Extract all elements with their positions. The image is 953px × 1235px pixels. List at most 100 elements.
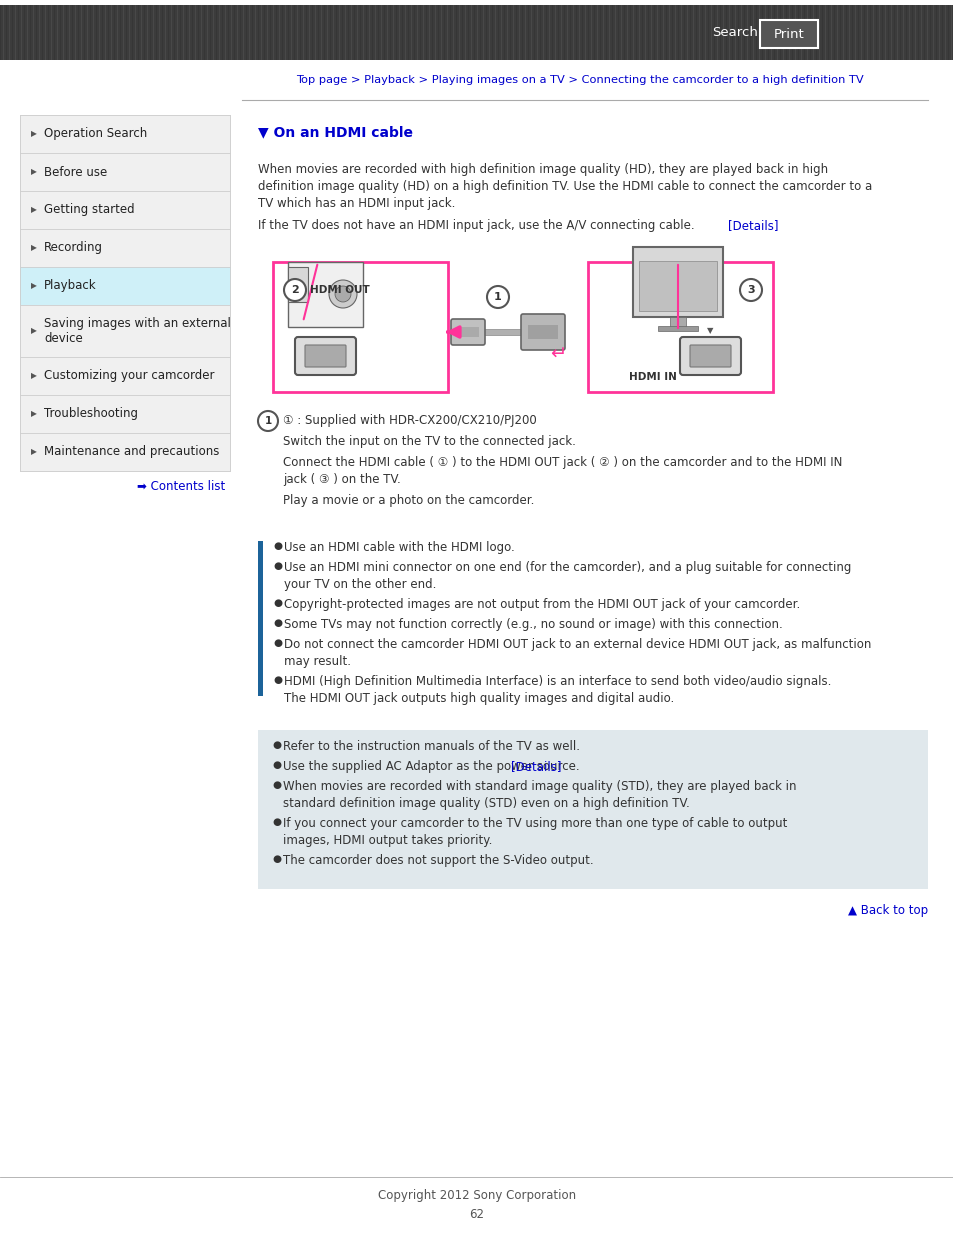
Bar [437, 5, 439, 61]
Bar [126, 5, 128, 61]
Text: Use an HDMI cable with the HDMI logo.: Use an HDMI cable with the HDMI logo. [284, 541, 515, 555]
Bar [335, 5, 337, 61]
Bar [375, 5, 376, 61]
Bar [699, 5, 700, 61]
Bar [282, 5, 283, 61]
Bar [240, 5, 241, 61]
Bar [659, 5, 660, 61]
Bar [917, 5, 919, 61]
Circle shape [486, 287, 509, 308]
Bar [6, 5, 8, 61]
Bar [354, 5, 355, 61]
Bar [150, 5, 152, 61]
Bar [254, 5, 256, 61]
Bar [833, 5, 835, 61]
Text: ① : Supplied with HDR-CX200/CX210/PJ200: ① : Supplied with HDR-CX200/CX210/PJ200 [283, 414, 537, 427]
Bar [20, 115, 230, 153]
Bar [785, 5, 786, 61]
Bar [518, 5, 520, 61]
Bar [584, 5, 586, 61]
Bar [432, 5, 433, 61]
Bar [194, 5, 196, 61]
Bar [527, 5, 529, 61]
Bar [830, 5, 832, 61]
Bar [474, 5, 475, 61]
Text: Before use: Before use [44, 165, 107, 179]
Text: Print: Print [773, 27, 803, 41]
Bar [411, 5, 412, 61]
Text: jack ( ③ ) on the TV.: jack ( ③ ) on the TV. [283, 473, 400, 487]
Bar [210, 5, 212, 61]
FancyBboxPatch shape [520, 314, 564, 350]
Bar [713, 5, 715, 61]
Bar [869, 5, 871, 61]
Bar [590, 5, 592, 61]
Bar [791, 5, 793, 61]
Bar [566, 5, 568, 61]
Bar [57, 5, 58, 61]
Bar [429, 5, 430, 61]
Bar [99, 5, 100, 61]
Text: Copyright-protected images are not output from the HDMI OUT jack of your camcord: Copyright-protected images are not outpu… [284, 598, 800, 611]
Bar [173, 5, 175, 61]
Text: ▶: ▶ [31, 243, 37, 252]
Bar [654, 5, 655, 61]
Bar [359, 5, 361, 61]
Bar [0, 5, 2, 61]
Bar [257, 541, 263, 697]
Bar [506, 5, 508, 61]
Bar [531, 5, 532, 61]
Bar [773, 5, 775, 61]
Bar [503, 5, 505, 61]
Text: When movies are recorded with standard image quality (STD), they are played back: When movies are recorded with standard i… [283, 781, 796, 793]
Bar [249, 5, 251, 61]
Bar [456, 327, 478, 337]
Bar [644, 5, 646, 61]
Bar [257, 730, 927, 889]
Bar [21, 5, 23, 61]
Bar [447, 5, 448, 61]
Bar [102, 5, 103, 61]
Text: If you connect your camcorder to the TV using more than one type of cable to out: If you connect your camcorder to the TV … [283, 818, 786, 830]
Bar [30, 5, 31, 61]
Bar [273, 262, 448, 391]
Text: Playback: Playback [44, 279, 96, 293]
Bar [555, 5, 556, 61]
Bar [435, 5, 436, 61]
Bar [944, 5, 945, 61]
Text: definition image quality (HD) on a high definition TV. Use the HDMI cable to con: definition image quality (HD) on a high … [257, 180, 871, 193]
Bar [675, 5, 676, 61]
Bar [273, 5, 274, 61]
Bar [132, 5, 133, 61]
Bar [324, 5, 325, 61]
Text: ▶: ▶ [31, 447, 37, 457]
Bar [689, 5, 691, 61]
Bar [492, 5, 493, 61]
Text: Operation Search: Operation Search [44, 127, 147, 141]
Text: ▶: ▶ [31, 326, 37, 336]
Bar [306, 5, 307, 61]
FancyBboxPatch shape [305, 345, 346, 367]
Bar [345, 5, 346, 61]
Bar [602, 5, 604, 61]
Bar [36, 5, 37, 61]
Bar [911, 5, 913, 61]
Bar [479, 5, 481, 61]
Bar [225, 5, 226, 61]
Text: Refer to the instruction manuals of the TV as well.: Refer to the instruction manuals of the … [283, 740, 579, 753]
Text: Top page > Playback > Playing images on a TV > Connecting the camcorder to a hig: Top page > Playback > Playing images on … [295, 75, 862, 85]
Circle shape [740, 279, 761, 301]
Bar [668, 5, 670, 61]
Bar [20, 228, 230, 267]
Bar [152, 5, 154, 61]
Bar [782, 5, 783, 61]
Bar [351, 5, 352, 61]
Text: ●: ● [272, 818, 281, 827]
Bar [815, 5, 817, 61]
Bar [320, 5, 322, 61]
FancyBboxPatch shape [689, 345, 730, 367]
Text: ▲ Back to top: ▲ Back to top [847, 904, 927, 918]
Text: your TV on the other end.: your TV on the other end. [284, 578, 436, 592]
Bar [633, 247, 722, 317]
Bar [338, 5, 340, 61]
